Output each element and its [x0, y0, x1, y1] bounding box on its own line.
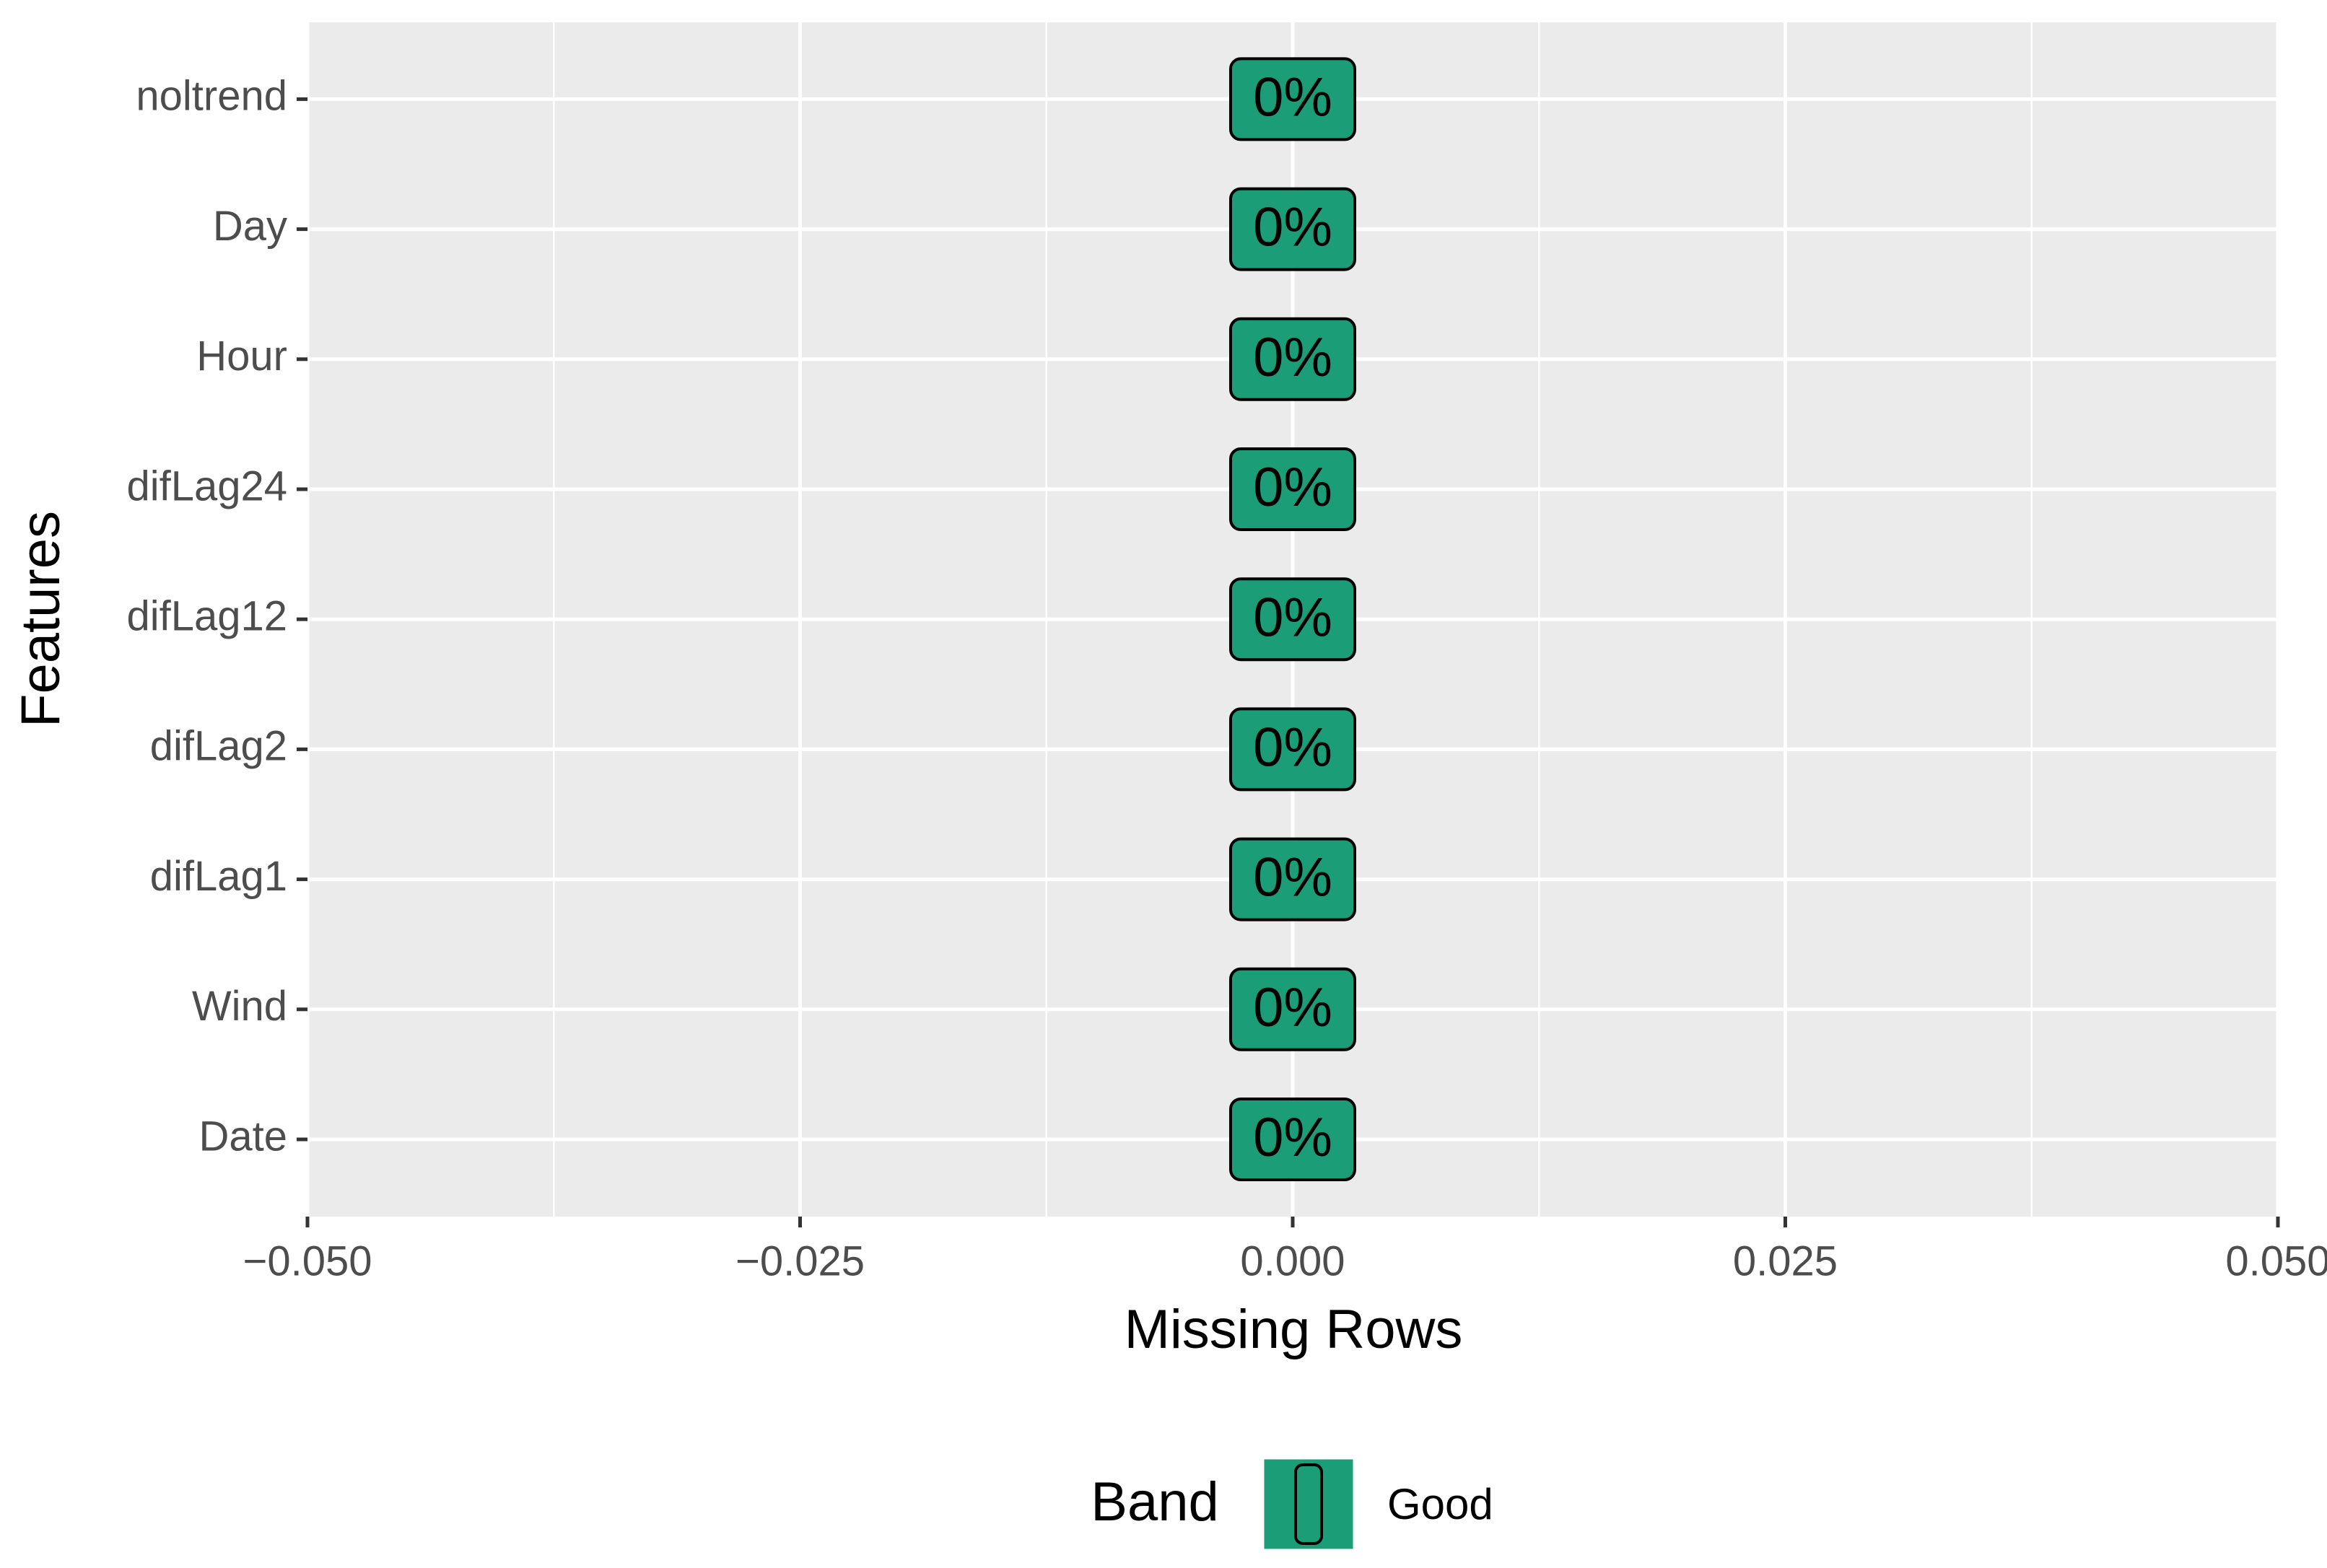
value-label-box — [1229, 577, 1356, 662]
x-tick-label: 0.000 — [1240, 1238, 1345, 1284]
y-tick-label: noltrend — [136, 73, 287, 120]
y-tick-label: Date — [198, 1113, 287, 1160]
x-tick-label: −0.025 — [735, 1238, 865, 1284]
value-label: 0% — [1253, 66, 1332, 128]
value-label-box — [1229, 447, 1356, 531]
value-label-box — [1229, 57, 1356, 141]
legend-label: Good — [1387, 1480, 1493, 1528]
value-label: 0% — [1253, 717, 1332, 778]
value-label: 0% — [1253, 327, 1332, 388]
x-tick-label: −0.050 — [243, 1238, 372, 1284]
value-label: 0% — [1253, 197, 1332, 258]
value-label-box — [1229, 1098, 1356, 1181]
value-label: 0% — [1253, 457, 1332, 518]
value-label: 0% — [1253, 1107, 1332, 1168]
x-tick-label: 0.050 — [2225, 1238, 2327, 1284]
value-label-box — [1229, 837, 1356, 921]
x-axis-title: Missing Rows — [1125, 1299, 1463, 1360]
x-tick-label: 0.025 — [1733, 1238, 1838, 1284]
value-label-box — [1229, 707, 1356, 792]
value-label: 0% — [1253, 977, 1332, 1038]
value-label: 0% — [1253, 847, 1332, 908]
y-axis-title: Features — [10, 511, 71, 727]
y-tick-label: difLag24 — [126, 463, 287, 509]
value-label-box — [1229, 967, 1356, 1051]
y-tick-label: difLag12 — [126, 593, 287, 640]
y-tick-label: Wind — [192, 983, 287, 1030]
value-label: 0% — [1253, 587, 1332, 648]
value-label-box — [1229, 317, 1356, 401]
y-tick-label: difLag1 — [150, 853, 287, 900]
value-label-box — [1229, 187, 1356, 271]
y-tick-label: Day — [213, 203, 287, 250]
legend-key-symbol — [1294, 1463, 1323, 1545]
y-tick-label: Hour — [196, 333, 287, 380]
y-tick-label: difLag2 — [150, 723, 287, 770]
legend-title: Band — [1091, 1471, 1219, 1533]
